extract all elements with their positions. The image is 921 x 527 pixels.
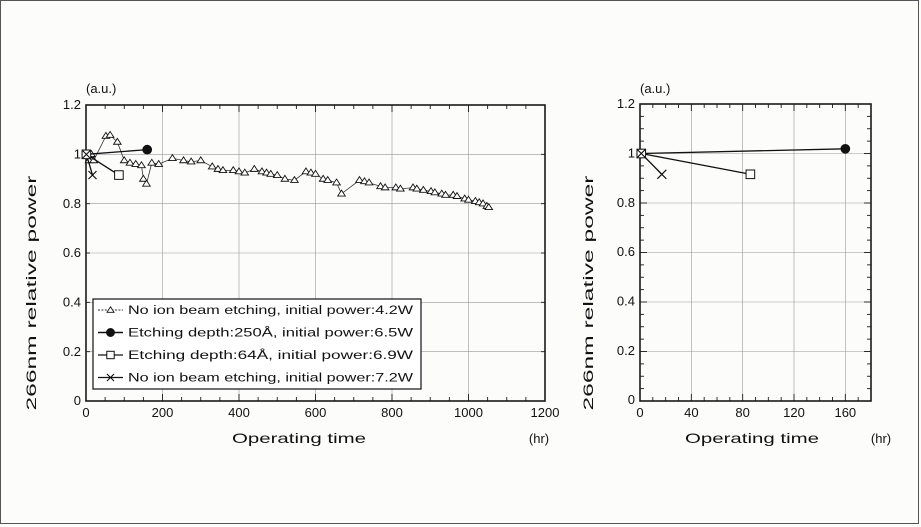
svg-text:0.2: 0.2 xyxy=(617,343,635,358)
svg-text:0.2: 0.2 xyxy=(63,344,81,359)
svg-text:160: 160 xyxy=(834,405,856,420)
svg-text:Etching depth:64Å, initial pow: Etching depth:64Å, initial power:6.9W xyxy=(128,347,414,362)
svg-text:40: 40 xyxy=(684,405,698,420)
svg-text:120: 120 xyxy=(783,405,805,420)
svg-text:Operating time: Operating time xyxy=(685,430,819,446)
svg-text:(a.u.): (a.u.) xyxy=(640,81,670,96)
svg-text:(a.u.): (a.u.) xyxy=(86,81,116,96)
svg-text:0.8: 0.8 xyxy=(63,196,81,211)
svg-text:266nm relative power: 266nm relative power xyxy=(581,175,596,411)
svg-text:1200: 1200 xyxy=(531,405,560,420)
svg-text:0.6: 0.6 xyxy=(63,245,81,260)
svg-text:0.4: 0.4 xyxy=(63,295,81,310)
svg-text:200: 200 xyxy=(152,405,174,420)
svg-text:(hr): (hr) xyxy=(529,431,549,446)
svg-text:80: 80 xyxy=(735,405,749,420)
svg-text:1.2: 1.2 xyxy=(63,97,81,112)
svg-text:266nm relative power: 266nm relative power xyxy=(24,175,39,411)
svg-text:0.8: 0.8 xyxy=(617,195,635,210)
svg-text:1000: 1000 xyxy=(454,405,483,420)
svg-text:0: 0 xyxy=(636,405,643,420)
svg-text:800: 800 xyxy=(381,405,403,420)
svg-text:0.4: 0.4 xyxy=(617,294,635,309)
svg-text:0: 0 xyxy=(74,393,81,408)
svg-text:0: 0 xyxy=(628,392,635,407)
svg-text:600: 600 xyxy=(305,405,327,420)
svg-text:400: 400 xyxy=(228,405,250,420)
svg-text:1: 1 xyxy=(628,146,635,161)
svg-text:No ion beam etching, initial p: No ion beam etching, initial power:4.2W xyxy=(128,303,413,317)
svg-text:Operating time: Operating time xyxy=(232,430,366,446)
svg-text:No ion beam etching, initial p: No ion beam etching, initial power:7.2W xyxy=(128,371,413,385)
svg-text:0: 0 xyxy=(82,405,89,420)
svg-text:Etching depth:250Å, initial po: Etching depth:250Å, initial power:6.5W xyxy=(128,325,414,340)
svg-text:1: 1 xyxy=(74,147,81,162)
svg-text:1.2: 1.2 xyxy=(617,96,635,111)
svg-text:(hr): (hr) xyxy=(871,431,891,446)
svg-text:0.6: 0.6 xyxy=(617,244,635,259)
